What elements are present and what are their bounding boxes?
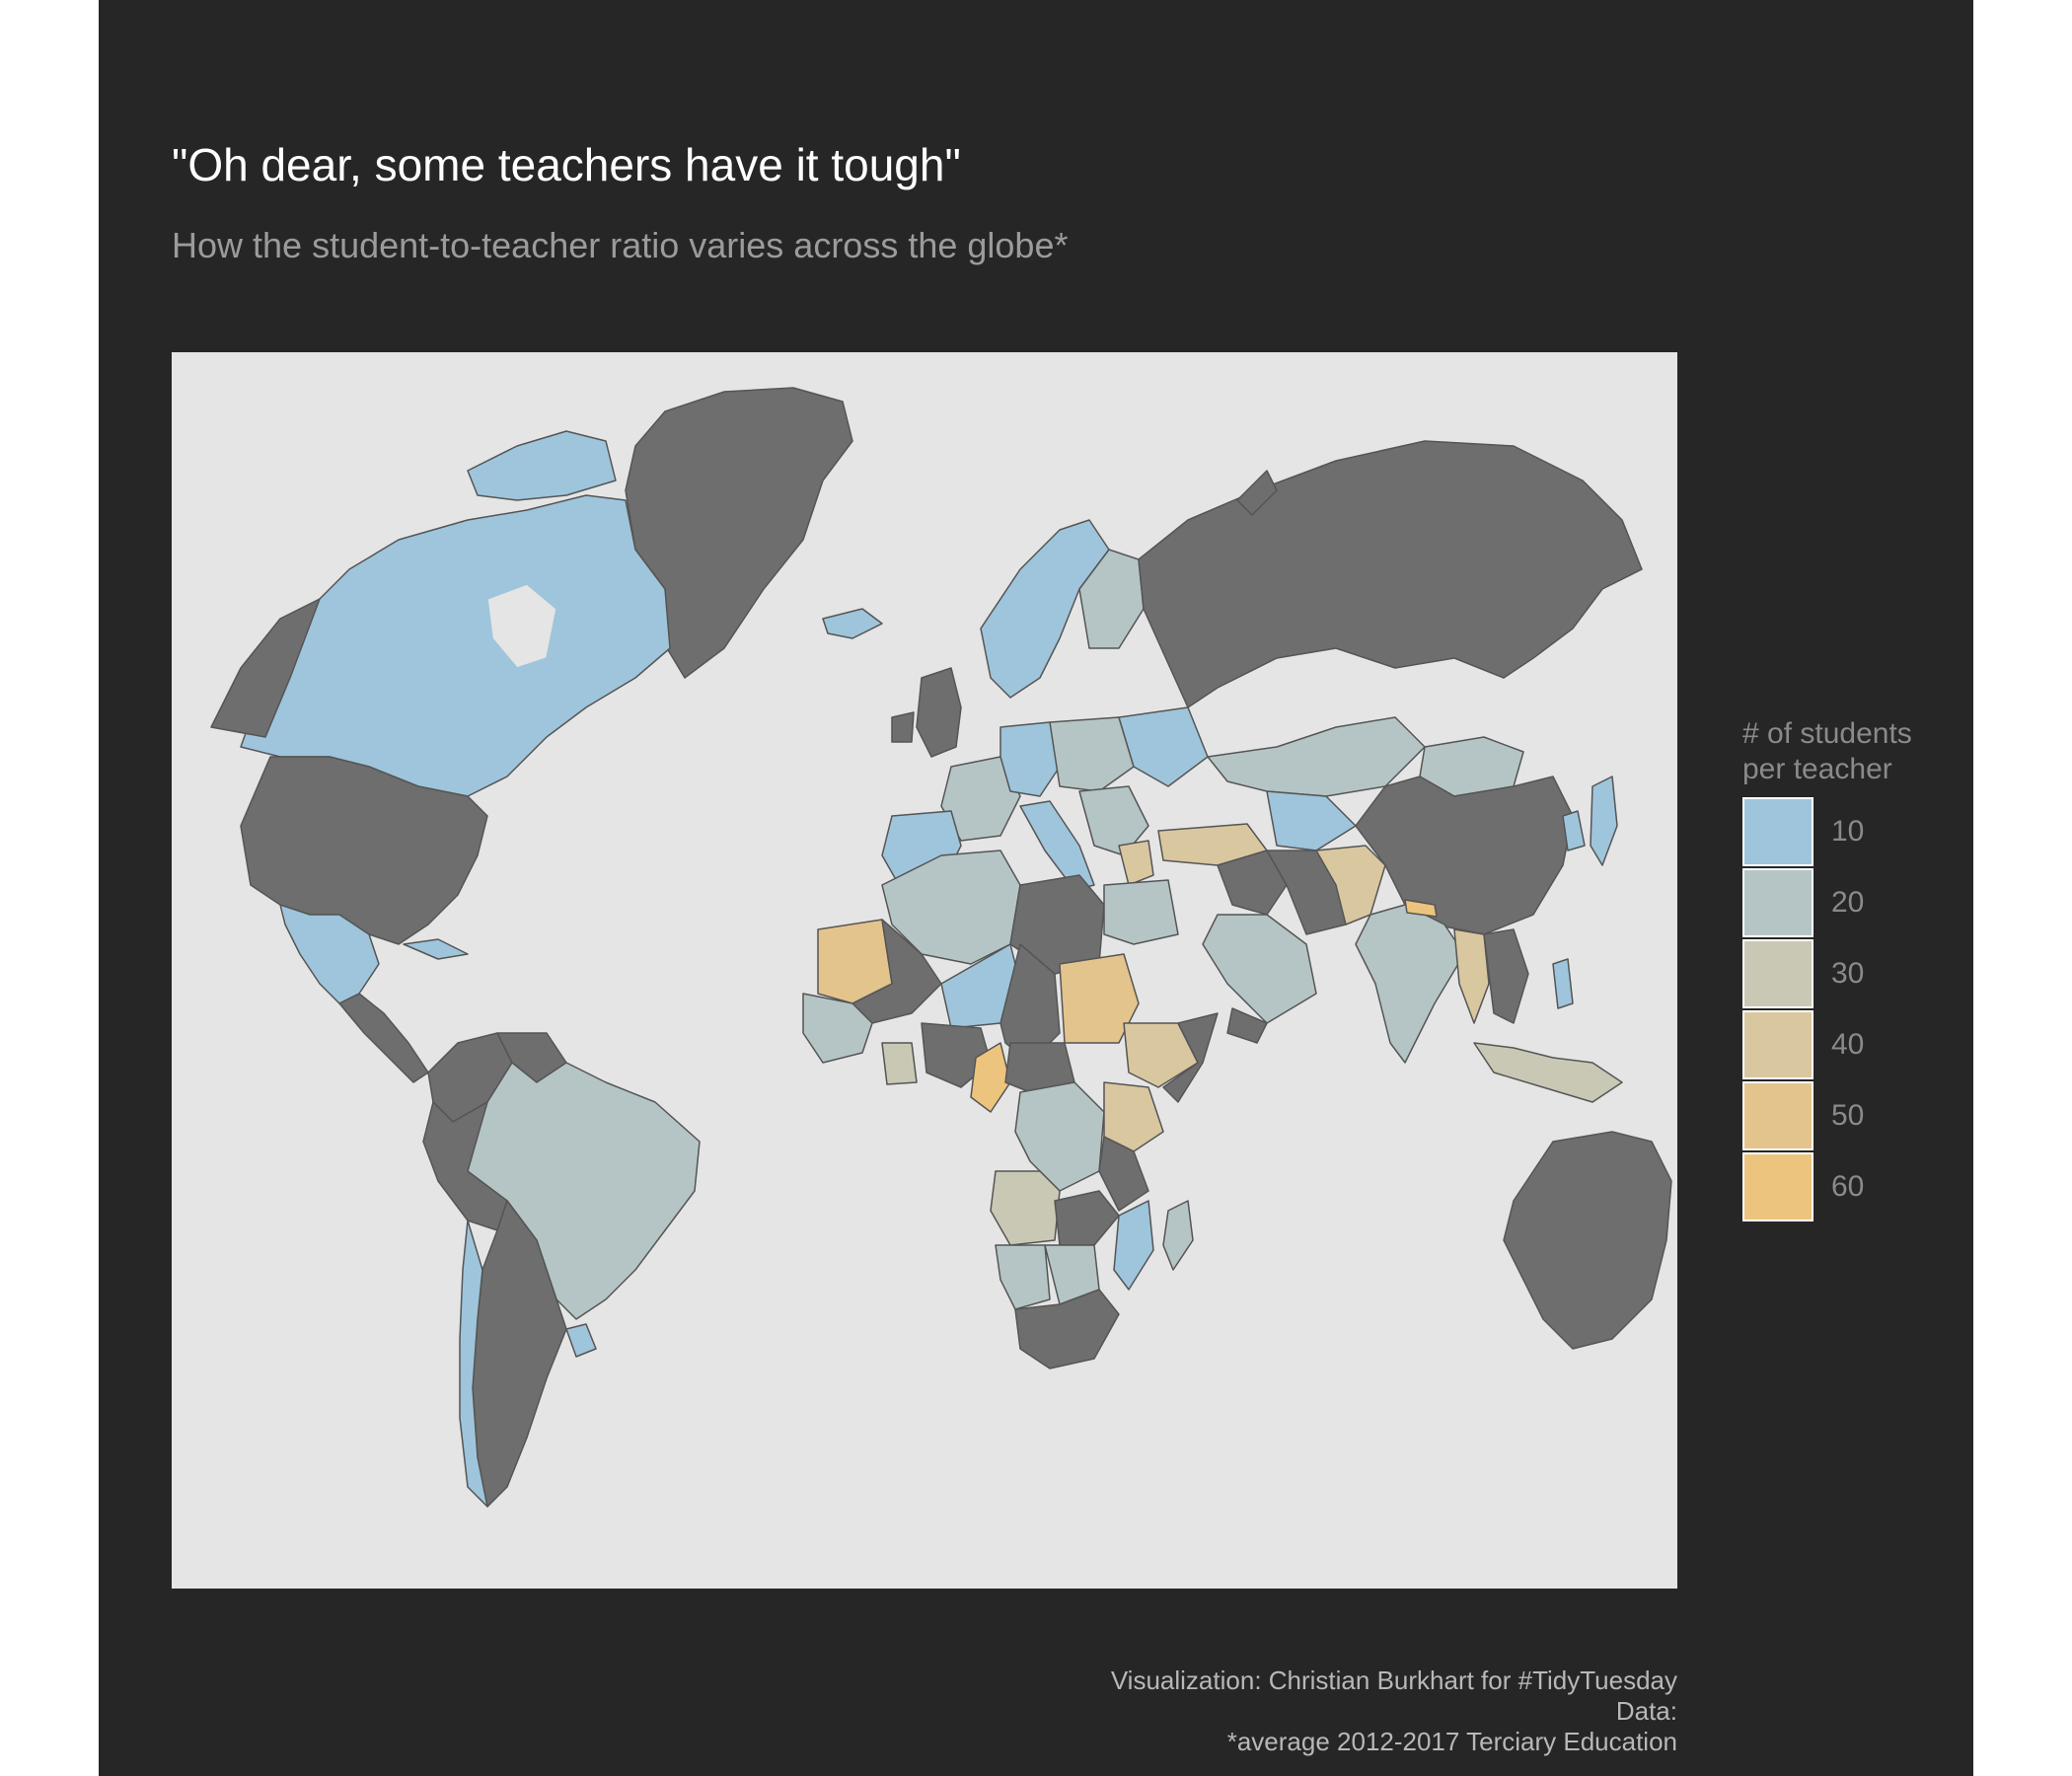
region-greenland <box>625 387 853 679</box>
region-novaya-zemlya <box>1236 470 1278 516</box>
region-iraq-syria <box>1217 850 1288 916</box>
legend-swatch-10 <box>1742 797 1813 866</box>
caption: Visualization: Christian Burkhart for #T… <box>1111 1665 1677 1757</box>
legend-swatch-20 <box>1742 868 1813 937</box>
region-hudson-bay <box>486 583 557 669</box>
region-greece <box>1118 840 1154 886</box>
chart-subtitle: How the student-to-teacher ratio varies … <box>172 225 1069 265</box>
region-angola <box>990 1170 1061 1246</box>
region-yemen <box>1226 1007 1268 1044</box>
region-eastern-europe <box>1118 706 1209 787</box>
region-egypt <box>1103 879 1179 945</box>
legend-swatch-60 <box>1742 1152 1813 1221</box>
region-korea <box>1562 810 1586 851</box>
region-east-africa <box>1103 1081 1164 1152</box>
region-ethiopia <box>1123 1022 1199 1088</box>
region-ghana <box>881 1042 918 1085</box>
region-usa <box>240 756 488 945</box>
region-philippines <box>1552 958 1574 1009</box>
legend-label-10: 10 <box>1831 815 1865 848</box>
legend-swatch-30 <box>1742 939 1813 1008</box>
region-indochina <box>1483 928 1529 1024</box>
region-mali <box>851 919 942 1024</box>
legend-swatch-50 <box>1742 1081 1813 1150</box>
region-drc <box>1014 1081 1105 1192</box>
region-canada <box>240 494 671 797</box>
region-russia <box>1138 440 1643 708</box>
region-japan <box>1590 776 1618 866</box>
region-cameroon <box>970 1042 1011 1113</box>
region-nepal <box>1404 899 1438 918</box>
region-arctic-islands <box>467 430 617 501</box>
region-mozambique <box>1113 1200 1154 1291</box>
legend-label-40: 40 <box>1831 1028 1865 1061</box>
region-somalia <box>1162 1012 1219 1103</box>
region-italy <box>1019 800 1095 891</box>
chart-title: "Oh dear, some teachers have it tough" <box>172 139 961 190</box>
region-cuba <box>403 938 469 960</box>
legend-title-line1: # of students <box>1742 717 1912 750</box>
region-central-asia <box>1266 790 1357 851</box>
caption-line-2: Data: <box>1615 1696 1677 1726</box>
region-central-europe <box>1049 716 1135 792</box>
region-zambia <box>1054 1190 1120 1246</box>
legend-label-20: 20 <box>1831 886 1865 919</box>
legend-title: # of students per teacher <box>1742 716 1912 787</box>
legend-label-30: 30 <box>1831 957 1865 990</box>
caption-line-3: *average 2012-2017 Terciary Education <box>1226 1727 1677 1756</box>
legend-label-60: 60 <box>1831 1170 1865 1203</box>
caption-line-1: Visualization: Christian Burkhart for #T… <box>1110 1665 1677 1695</box>
region-central-america <box>338 993 429 1083</box>
region-uruguay <box>565 1323 597 1358</box>
region-alaska <box>210 598 321 738</box>
region-saudi-arabia <box>1202 914 1317 1024</box>
world-map <box>172 352 1677 1589</box>
region-west-coast <box>802 993 873 1064</box>
region-uk <box>916 667 962 758</box>
legend-swatch-40 <box>1742 1010 1813 1079</box>
region-kazakhstan <box>1207 716 1426 797</box>
legend-label-50: 50 <box>1831 1099 1865 1132</box>
region-south-africa <box>1014 1289 1120 1369</box>
region-balkans <box>1078 785 1149 856</box>
region-madagascar <box>1162 1200 1194 1271</box>
region-ireland <box>891 711 915 743</box>
region-myanmar <box>1453 928 1490 1024</box>
region-china <box>1355 776 1574 935</box>
region-indonesia <box>1473 1042 1623 1103</box>
region-australia <box>1503 1131 1672 1350</box>
region-chile <box>459 1220 488 1508</box>
world-map-svg <box>210 387 1672 1508</box>
legend-title-line2: per teacher <box>1742 753 1892 785</box>
region-namibia <box>995 1244 1051 1310</box>
region-tanzania <box>1098 1136 1149 1212</box>
region-iceland <box>822 608 883 639</box>
region-india <box>1355 904 1465 1064</box>
